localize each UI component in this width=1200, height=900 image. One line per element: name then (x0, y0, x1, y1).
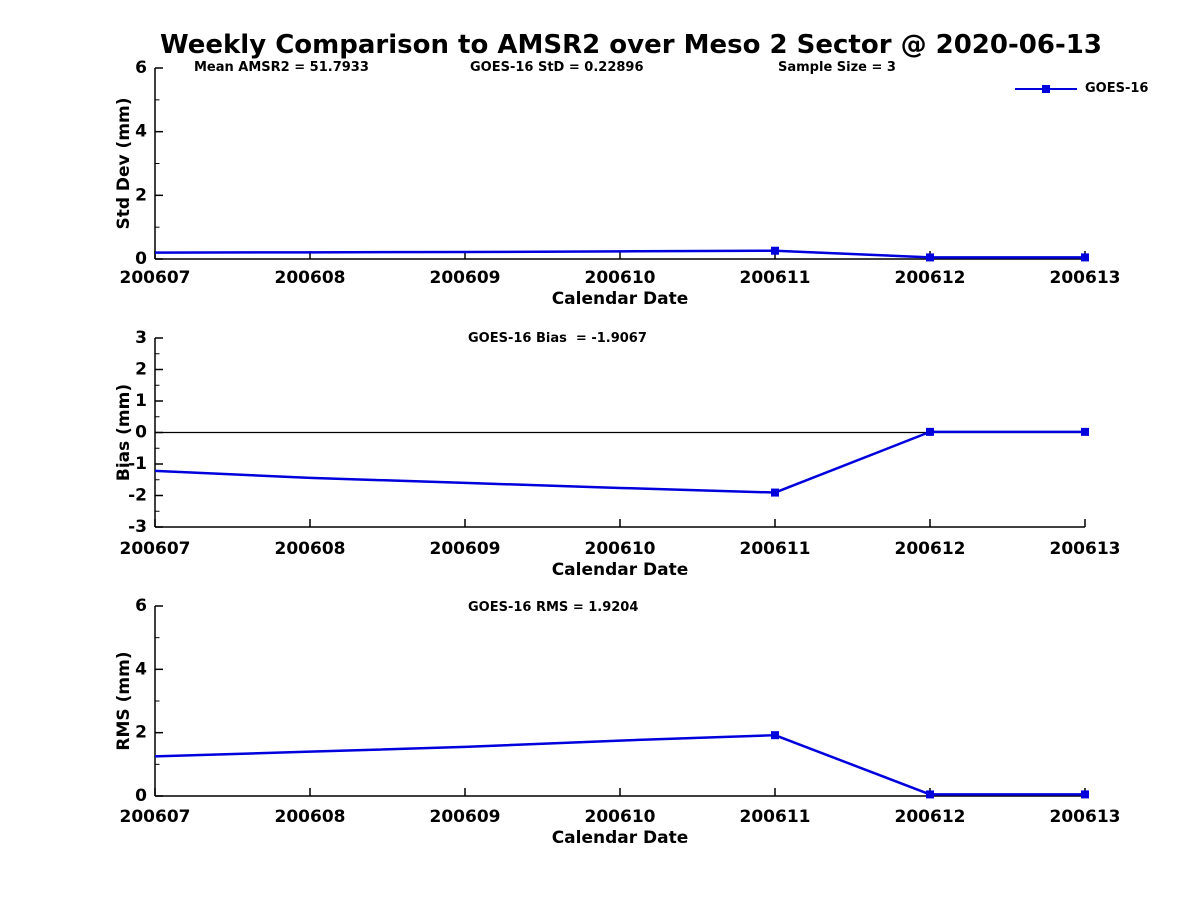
y-tick-label: 3 (135, 328, 147, 348)
x-tick-label: 200610 (585, 807, 656, 827)
y-tick-label: 0 (135, 786, 147, 806)
x-tick-label: 200613 (1050, 807, 1121, 827)
y-tick-label: 4 (135, 122, 147, 142)
x-tick-label: 200611 (740, 539, 811, 559)
x-tick-label: 200610 (585, 539, 656, 559)
x-axis-title: Calendar Date (552, 560, 689, 580)
data-point-marker (926, 427, 934, 436)
annotation-goes16-std: GOES-16 StD = 0.22896 (470, 60, 644, 75)
legend-label: GOES-16 (1085, 81, 1149, 96)
data-point-marker (926, 253, 934, 262)
x-tick-label: 200613 (1050, 268, 1121, 288)
data-point-marker (1081, 790, 1089, 799)
annotation-sample-size: Sample Size = 3 (778, 60, 896, 75)
x-tick-label: 200613 (1050, 539, 1121, 559)
y-tick-label: -3 (128, 517, 147, 537)
chart-std-dev-mm-: 0 2 4 6 200607 200608 200609 200610 200611 200612… (114, 58, 1120, 309)
chart-rms-mm-: 0 2 4 6 200607 200608 200609 200610 200611 200612… (114, 596, 1120, 848)
x-tick-label: 200611 (740, 268, 811, 288)
y-tick-label: 2 (135, 360, 147, 380)
legend-marker-icon (1042, 84, 1050, 93)
y-tick-label: 1 (135, 391, 147, 411)
x-tick-label: 200609 (430, 807, 501, 827)
x-tick-label: 200607 (120, 807, 191, 827)
y-tick-label: 6 (135, 596, 147, 616)
x-tick-label: 200610 (585, 268, 656, 288)
y-tick-label: -1 (128, 454, 147, 474)
x-tick-label: 200607 (120, 539, 191, 559)
x-axis-title: Calendar Date (552, 289, 689, 309)
annotation-goes16-rms: GOES-16 RMS = 1.9204 (468, 600, 639, 615)
x-tick-label: 200607 (120, 268, 191, 288)
x-tick-label: 200612 (895, 539, 966, 559)
y-tick-label: 2 (135, 723, 147, 743)
y-tick-label: 4 (135, 659, 147, 679)
series-line-goes-16 (154, 430, 1085, 494)
y-tick-label: 0 (135, 249, 147, 269)
data-point-marker (1081, 427, 1089, 436)
legend: GOES-16 (1015, 81, 1165, 96)
annotation-mean-amsr2: Mean AMSR2 = 51.7933 (194, 60, 369, 75)
chart-bias-mm-: -3 -2 -1 0 1 2 3 200607 200608 200609 200610 200611… (114, 328, 1120, 580)
y-tick-label: 0 (135, 423, 147, 443)
x-axis-title: Calendar Date (552, 828, 689, 848)
y-tick-label: 2 (135, 185, 147, 205)
data-point-marker (771, 246, 779, 255)
x-tick-label: 200612 (895, 807, 966, 827)
data-point-marker (1081, 253, 1089, 262)
data-point-marker (771, 488, 779, 497)
x-tick-label: 200608 (275, 539, 346, 559)
x-tick-label: 200609 (430, 539, 501, 559)
x-tick-label: 200609 (430, 268, 501, 288)
y-axis-title: RMS (mm) (114, 651, 134, 750)
data-point-marker (926, 790, 934, 799)
x-tick-label: 200608 (275, 807, 346, 827)
x-tick-label: 200611 (740, 807, 811, 827)
y-axis-title: Bias (mm) (114, 384, 134, 481)
figure-title: Weekly Comparison to AMSR2 over Meso 2 S… (160, 30, 1102, 60)
annotation-goes16-bias: GOES-16 Bias = -1.9067 (468, 331, 647, 346)
y-tick-label: 6 (135, 58, 147, 78)
y-axis-title: Std Dev (mm) (114, 97, 134, 229)
y-tick-label: -2 (128, 486, 147, 506)
x-tick-label: 200608 (275, 268, 346, 288)
x-tick-label: 200612 (895, 268, 966, 288)
data-point-marker (771, 731, 779, 740)
series-line-goes-16 (154, 733, 1085, 796)
